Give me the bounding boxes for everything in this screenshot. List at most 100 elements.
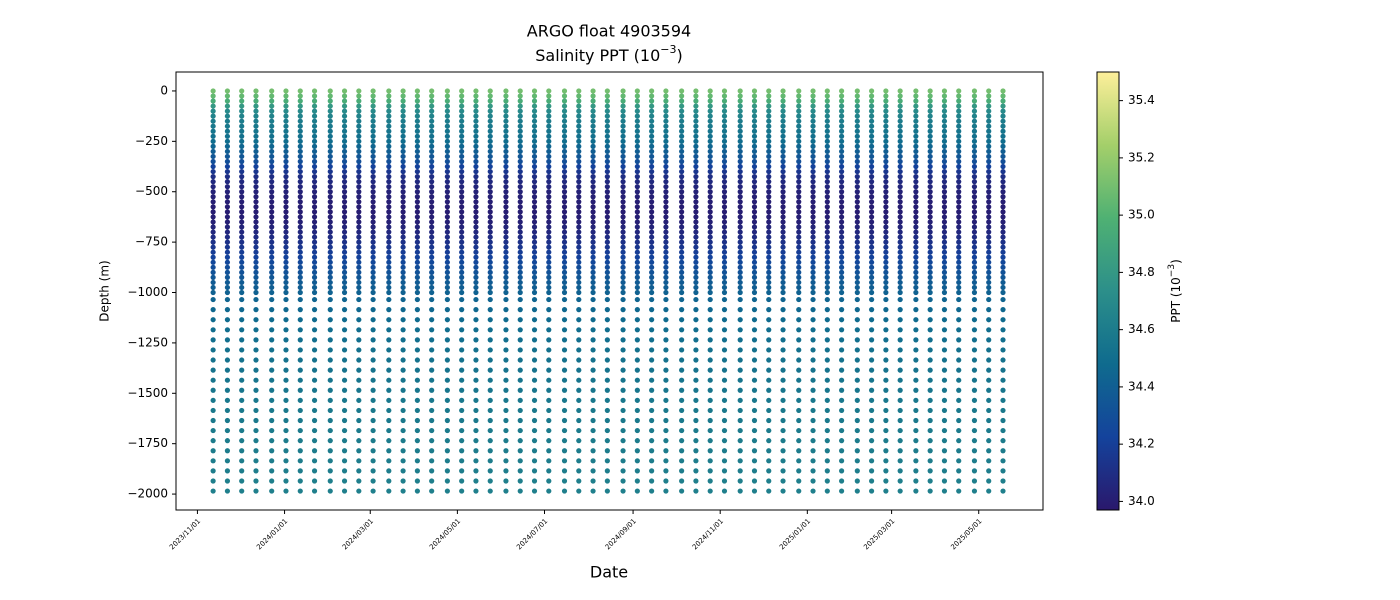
data-point	[414, 189, 420, 195]
data-point	[327, 417, 333, 424]
data-point	[269, 123, 275, 129]
data-point	[517, 179, 523, 185]
data-point	[796, 138, 802, 144]
data-point	[868, 153, 875, 160]
data-point	[824, 427, 830, 434]
data-point	[400, 133, 406, 139]
data-point	[721, 143, 728, 149]
data-point	[531, 163, 538, 170]
data-point	[941, 289, 948, 296]
data-point	[444, 219, 450, 225]
data-point	[546, 274, 552, 280]
data-point	[297, 279, 303, 286]
data-point	[210, 234, 216, 240]
data-point	[796, 133, 802, 139]
data-point	[576, 367, 582, 373]
data-point	[721, 179, 728, 185]
data-point	[311, 138, 318, 144]
data-point	[473, 458, 479, 464]
data-point	[224, 274, 231, 280]
data-point	[663, 279, 669, 286]
data-point	[649, 153, 655, 160]
data-point	[883, 108, 889, 114]
data-point	[693, 448, 699, 454]
data-point	[721, 427, 728, 434]
data-point	[824, 274, 830, 280]
data-point	[679, 224, 685, 230]
data-point	[604, 397, 610, 403]
data-point	[239, 199, 245, 205]
data-point	[327, 448, 333, 454]
data-point	[737, 148, 743, 155]
data-point	[283, 214, 289, 220]
data-point	[604, 199, 610, 205]
data-point	[971, 148, 978, 155]
data-point	[679, 357, 685, 363]
data-point	[517, 377, 523, 383]
data-point	[487, 163, 493, 170]
data-point	[868, 417, 875, 424]
data-point	[327, 88, 333, 94]
data-point	[839, 427, 845, 434]
data-point	[693, 199, 699, 205]
data-point	[941, 209, 948, 215]
data-point	[386, 168, 392, 175]
data-point	[311, 224, 318, 230]
data-point	[531, 448, 538, 454]
data-point	[663, 189, 669, 195]
data-point	[400, 204, 406, 210]
data-point	[253, 244, 259, 250]
data-point	[341, 88, 348, 94]
data-point	[780, 133, 786, 139]
data-point	[868, 184, 875, 190]
data-point	[721, 468, 728, 474]
data-point	[971, 367, 978, 373]
data-point	[327, 184, 333, 190]
data-point	[927, 478, 933, 484]
data-point	[941, 158, 948, 165]
data-point	[444, 214, 450, 220]
data-point	[253, 458, 259, 464]
x-tick-label: 2024/07/01	[515, 517, 549, 551]
data-point	[897, 219, 903, 225]
data-point	[620, 468, 626, 474]
data-point	[751, 264, 758, 270]
data-point	[824, 174, 830, 180]
data-point	[679, 168, 685, 175]
data-point	[429, 148, 435, 155]
data-point	[634, 158, 640, 165]
data-point	[253, 214, 259, 220]
data-point	[341, 199, 348, 205]
data-point	[634, 143, 640, 149]
data-point	[927, 123, 933, 129]
data-point	[604, 249, 610, 255]
data-point	[941, 337, 948, 343]
data-point	[327, 438, 333, 444]
data-point	[927, 259, 933, 265]
data-point	[663, 199, 669, 205]
data-point	[503, 347, 509, 353]
data-point	[737, 377, 743, 383]
data-point	[663, 259, 669, 265]
data-point	[679, 133, 685, 139]
data-point	[693, 153, 699, 160]
data-point	[707, 327, 713, 333]
data-point	[780, 88, 786, 94]
data-point	[824, 118, 830, 124]
data-point	[327, 274, 333, 280]
data-point	[386, 327, 392, 333]
data-point	[824, 244, 830, 250]
data-point	[839, 209, 845, 215]
data-point	[663, 296, 669, 303]
data-point	[883, 468, 889, 474]
data-point	[503, 153, 509, 160]
data-point	[546, 123, 552, 129]
data-point	[459, 204, 465, 210]
data-point	[986, 128, 992, 134]
data-point	[356, 296, 362, 303]
data-point	[400, 254, 406, 260]
data-point	[531, 284, 538, 291]
data-point	[604, 163, 610, 170]
data-point	[444, 244, 450, 250]
data-point	[693, 123, 699, 129]
